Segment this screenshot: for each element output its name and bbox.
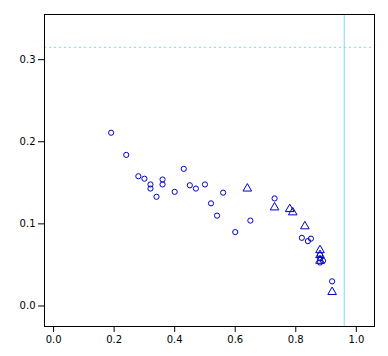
svg-text:0.1: 0.1	[20, 218, 36, 229]
svg-text:0.4: 0.4	[167, 334, 183, 345]
svg-text:0.8: 0.8	[288, 334, 304, 345]
svg-text:0.0: 0.0	[20, 300, 36, 311]
svg-text:0.2: 0.2	[106, 334, 122, 345]
svg-text:0.6: 0.6	[227, 334, 243, 345]
svg-text:0.2: 0.2	[20, 136, 36, 147]
svg-text:0.3: 0.3	[20, 54, 36, 65]
svg-text:1.0: 1.0	[348, 334, 364, 345]
svg-text:0.0: 0.0	[46, 334, 62, 345]
